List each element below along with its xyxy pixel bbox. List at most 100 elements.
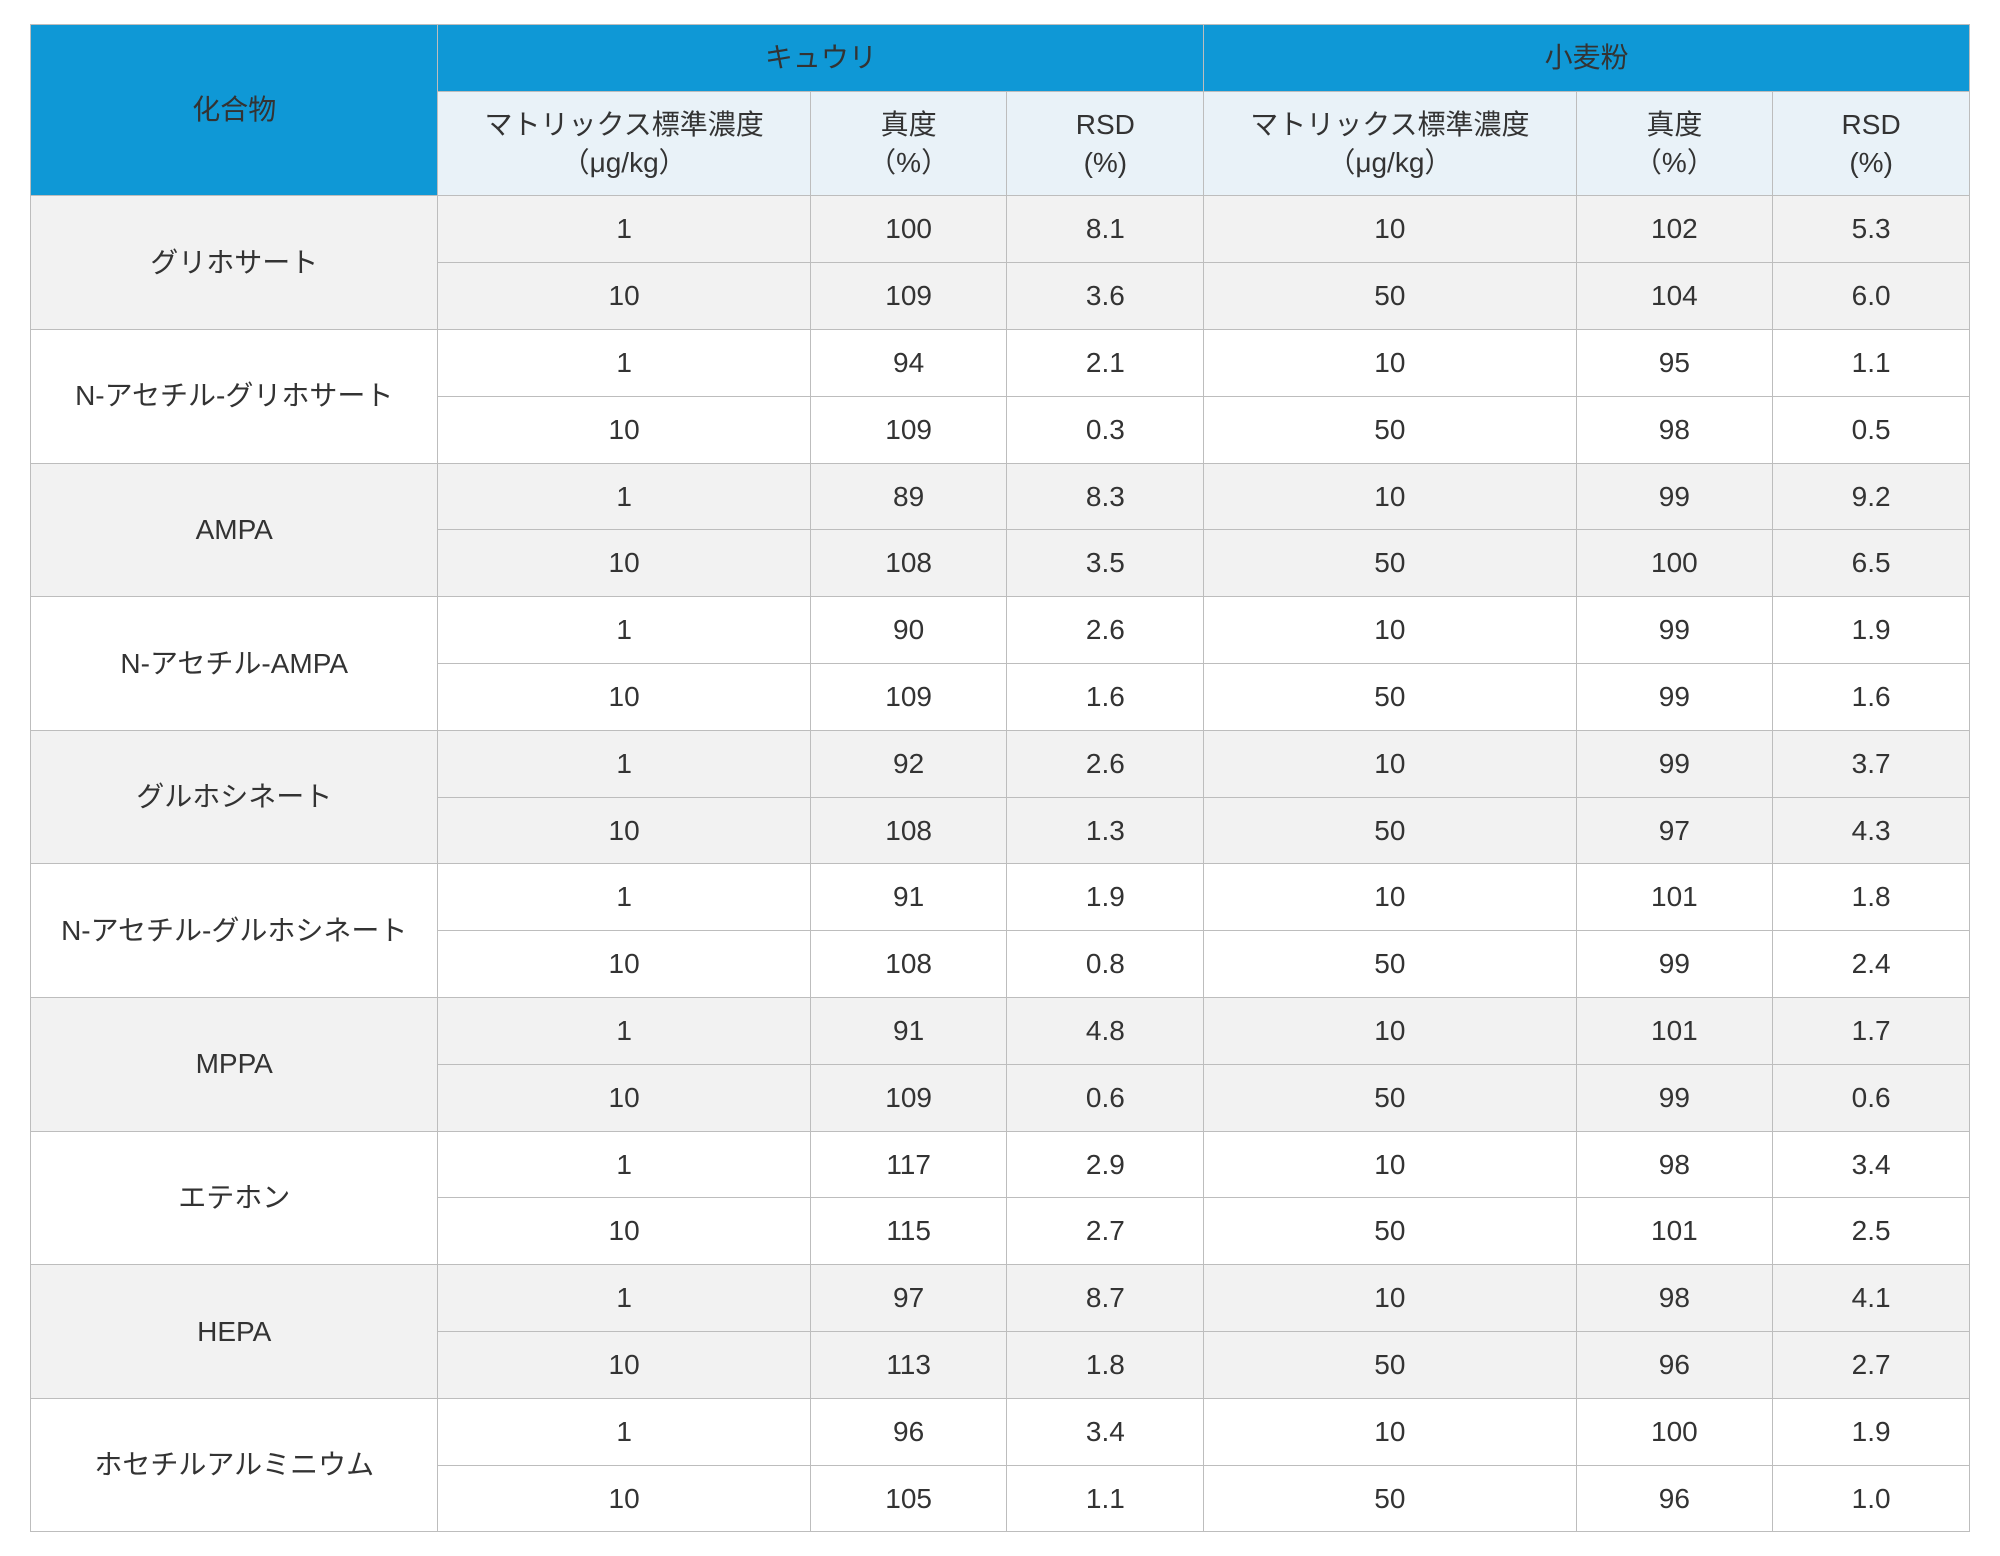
cell-acc-1: 91 [810,864,1007,931]
cell-rsd-1: 1.6 [1007,663,1204,730]
cell-acc-1: 91 [810,997,1007,1064]
cell-conc-1: 10 [438,797,810,864]
cell-rsd-2: 6.0 [1773,263,1970,330]
cell-rsd-2: 1.9 [1773,1398,1970,1465]
header-sub-conc-1: マトリックス標準濃度 （μg/kg） [438,91,810,196]
header-sub-conc-1-l2: （μg/kg） [562,147,687,178]
cell-acc-2: 96 [1576,1331,1773,1398]
cell-conc-1: 10 [438,396,810,463]
cell-acc-1: 90 [810,597,1007,664]
cell-rsd-1: 2.6 [1007,730,1204,797]
cell-acc-1: 92 [810,730,1007,797]
cell-acc-2: 99 [1576,597,1773,664]
cell-conc-1: 1 [438,1265,810,1332]
cell-conc-2: 10 [1204,1398,1576,1465]
cell-rsd-1: 1.8 [1007,1331,1204,1398]
cell-conc-1: 10 [438,530,810,597]
cell-acc-1: 100 [810,196,1007,263]
table-row: MPPA1914.8101011.7 [31,997,1970,1064]
cell-acc-2: 98 [1576,1265,1773,1332]
cell-rsd-1: 3.4 [1007,1398,1204,1465]
table-header: 化合物 キュウリ 小麦粉 マトリックス標準濃度 （μg/kg） 真度 （%） R… [31,25,1970,196]
cell-acc-2: 100 [1576,530,1773,597]
cell-rsd-1: 2.6 [1007,597,1204,664]
cell-acc-2: 100 [1576,1398,1773,1465]
cell-rsd-1: 0.3 [1007,396,1204,463]
cell-conc-1: 10 [438,1198,810,1265]
cell-conc-2: 50 [1204,1465,1576,1532]
header-sub-conc-2-l1: マトリックス標準濃度 [1250,109,1529,140]
cell-rsd-1: 4.8 [1007,997,1204,1064]
compound-name-cell: エテホン [31,1131,438,1265]
table-row: エテホン11172.910983.4 [31,1131,1970,1198]
cell-rsd-1: 3.6 [1007,263,1204,330]
header-sub-acc-2-l2: （%） [1634,147,1715,178]
cell-conc-2: 50 [1204,530,1576,597]
cell-rsd-2: 6.5 [1773,530,1970,597]
header-sub-acc-1-l1: 真度 [881,109,937,140]
cell-rsd-1: 0.6 [1007,1064,1204,1131]
cell-acc-1: 96 [810,1398,1007,1465]
cell-acc-2: 98 [1576,1131,1773,1198]
cell-conc-2: 10 [1204,196,1576,263]
cell-conc-2: 10 [1204,997,1576,1064]
header-sub-rsd-2-l1: RSD [1842,109,1901,140]
header-sub-rsd-1-l2: (%) [1084,147,1128,178]
cell-rsd-1: 1.1 [1007,1465,1204,1532]
cell-rsd-1: 1.3 [1007,797,1204,864]
compound-name-cell: グルホシネート [31,730,438,864]
cell-conc-1: 1 [438,1398,810,1465]
header-group-2: 小麦粉 [1204,25,1970,92]
cell-acc-1: 89 [810,463,1007,530]
cell-rsd-2: 1.8 [1773,864,1970,931]
cell-acc-2: 102 [1576,196,1773,263]
cell-conc-1: 1 [438,730,810,797]
header-sub-conc-2: マトリックス標準濃度 （μg/kg） [1204,91,1576,196]
cell-conc-1: 1 [438,1131,810,1198]
cell-acc-2: 99 [1576,463,1773,530]
cell-acc-2: 95 [1576,329,1773,396]
cell-rsd-2: 3.4 [1773,1131,1970,1198]
cell-conc-2: 50 [1204,663,1576,730]
table-row: グリホサート11008.1101025.3 [31,196,1970,263]
cell-rsd-2: 0.5 [1773,396,1970,463]
cell-rsd-2: 1.9 [1773,597,1970,664]
results-table: 化合物 キュウリ 小麦粉 マトリックス標準濃度 （μg/kg） 真度 （%） R… [30,24,1970,1532]
cell-acc-1: 108 [810,931,1007,998]
cell-conc-1: 1 [438,864,810,931]
cell-rsd-2: 5.3 [1773,196,1970,263]
header-group-1: キュウリ [438,25,1204,92]
cell-rsd-1: 3.5 [1007,530,1204,597]
cell-rsd-1: 8.3 [1007,463,1204,530]
cell-rsd-2: 1.7 [1773,997,1970,1064]
cell-rsd-1: 2.7 [1007,1198,1204,1265]
cell-conc-2: 50 [1204,1198,1576,1265]
cell-acc-2: 101 [1576,864,1773,931]
cell-acc-1: 108 [810,797,1007,864]
table-row: ホセチルアルミニウム1963.4101001.9 [31,1398,1970,1465]
cell-conc-2: 50 [1204,263,1576,330]
compound-name-cell: N-アセチル-グリホサート [31,329,438,463]
cell-acc-1: 94 [810,329,1007,396]
cell-acc-1: 117 [810,1131,1007,1198]
cell-conc-2: 10 [1204,864,1576,931]
cell-conc-2: 10 [1204,597,1576,664]
header-sub-rsd-2: RSD (%) [1773,91,1970,196]
cell-conc-2: 10 [1204,730,1576,797]
header-compound: 化合物 [31,25,438,196]
cell-rsd-1: 8.1 [1007,196,1204,263]
cell-conc-2: 50 [1204,931,1576,998]
cell-acc-2: 101 [1576,997,1773,1064]
header-sub-acc-1-l2: （%） [868,147,949,178]
header-sub-acc-1: 真度 （%） [810,91,1007,196]
cell-conc-2: 10 [1204,1131,1576,1198]
cell-acc-2: 98 [1576,396,1773,463]
cell-acc-1: 113 [810,1331,1007,1398]
cell-conc-2: 50 [1204,396,1576,463]
cell-conc-1: 10 [438,663,810,730]
cell-conc-2: 10 [1204,329,1576,396]
cell-acc-2: 104 [1576,263,1773,330]
cell-acc-1: 109 [810,1064,1007,1131]
table-row: N-アセチル-グリホサート1942.110951.1 [31,329,1970,396]
cell-conc-2: 10 [1204,463,1576,530]
